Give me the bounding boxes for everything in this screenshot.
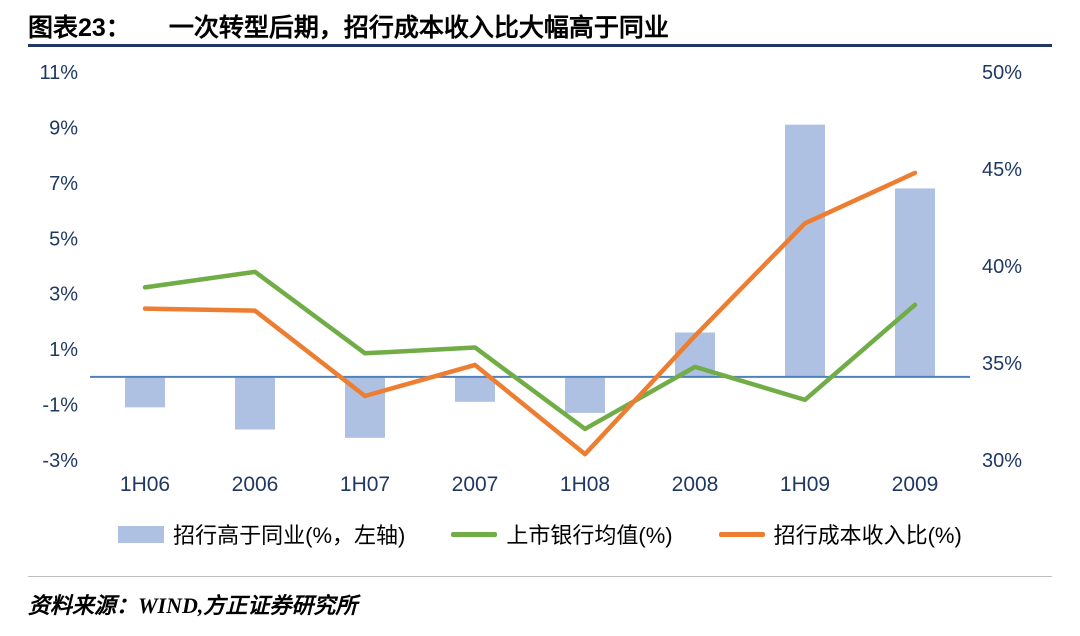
bar: [895, 188, 935, 377]
left-axis-tick-label: 9%: [49, 117, 78, 139]
x-axis-label: 1H09: [780, 473, 830, 496]
bar: [565, 376, 605, 413]
footer-divider: [28, 576, 1052, 577]
x-axis-label: 1H06: [120, 473, 170, 496]
x-axis-label: 2008: [672, 473, 719, 496]
title-divider: [28, 44, 1052, 47]
bar: [455, 376, 495, 402]
orange-line-swatch: [718, 531, 765, 537]
x-axis-label: 2007: [452, 473, 499, 496]
combo-chart: 11% 9% 7% 5% 3% 1% -1% -3% 50% 45% 40% 35% 30% 1H06 20…: [20, 55, 1060, 517]
line-series: [142, 170, 918, 457]
legend-item-orange-line: 招行成本收入比(%): [718, 518, 962, 550]
x-axis-label: 1H08: [560, 473, 610, 496]
right-axis-tick-label: 45%: [982, 159, 1022, 181]
legend-label: 上市银行均值(%): [506, 523, 673, 548]
legend-item-green-line: 上市银行均值(%): [451, 518, 673, 550]
left-axis-tick-label: 3%: [49, 284, 78, 306]
left-axis-tick-label: 5%: [49, 228, 78, 250]
figure-label: 图表23：: [28, 14, 131, 42]
right-axis-tick-label: 50%: [982, 62, 1022, 84]
legend-label: 招行高于同业(%，左轴): [173, 523, 406, 548]
figure-title: 一次转型后期，招行成本收入比大幅高于同业: [168, 14, 669, 42]
bar: [785, 124, 825, 377]
left-axis-tick-label: 1%: [49, 339, 78, 361]
chart-canvas: 11% 9% 7% 5% 3% 1% -1% -3% 50% 45% 40% 35% 30% 1H06 20…: [39, 62, 1022, 496]
green-line-swatch: [451, 531, 498, 537]
x-axis-label: 2009: [892, 473, 939, 496]
right-axis-tick-label: 35%: [982, 353, 1022, 375]
left-axis-tick-label: 11%: [39, 62, 78, 84]
x-axis-label: 1H07: [340, 473, 390, 496]
bar: [235, 376, 275, 430]
left-axis-tick-label: -1%: [42, 395, 78, 417]
right-axis-tick-label: 30%: [982, 450, 1022, 472]
source-text: 资料来源：WIND,方正证券研究所: [28, 593, 358, 618]
bar: [125, 376, 165, 408]
legend-item-bar-series: 招行高于同业(%，左轴): [118, 518, 405, 550]
left-axis-tick-label: 7%: [49, 173, 78, 195]
x-axis-label: 2006: [232, 473, 279, 496]
line-series: [142, 269, 918, 432]
page-title: 图表23： 一次转型后期，招行成本收入比大幅高于同业: [28, 8, 1052, 44]
chart-legend: 招行高于同业(%，左轴) 上市银行均值(%) 招行成本收入比(%): [30, 518, 1050, 550]
bar-series-swatch: [118, 525, 165, 543]
right-axis-tick-label: 40%: [982, 256, 1022, 278]
left-axis-tick-label: -3%: [42, 450, 78, 472]
legend-label: 招行成本收入比(%): [773, 523, 962, 548]
